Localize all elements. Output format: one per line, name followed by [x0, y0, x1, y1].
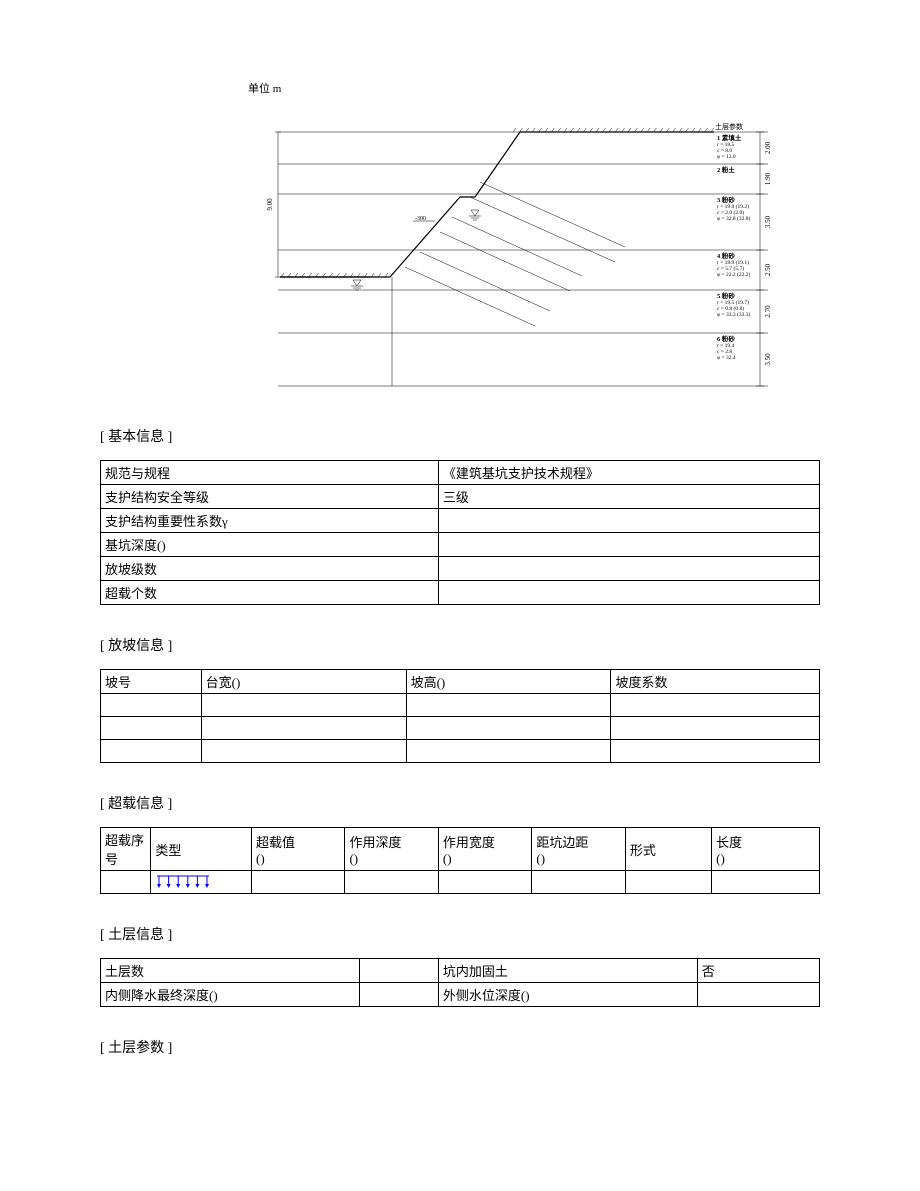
table-cell [201, 694, 406, 717]
svg-text:1 素填土: 1 素填土 [717, 133, 742, 142]
table-cell [532, 871, 625, 894]
soil-info-table: 土层数 坑内加固土否内侧降水最终深度() 外侧水位深度() [100, 958, 820, 1007]
table-cell: 超载个数 [101, 581, 439, 605]
svg-text:2.70: 2.70 [764, 305, 772, 318]
distributed-load-icon [155, 874, 211, 890]
section-overload-title: [ 超载信息 ] [100, 793, 820, 813]
svg-text:3.50: 3.50 [764, 353, 772, 366]
table-header: 台宽() [201, 670, 406, 694]
table-cell [359, 959, 438, 983]
svg-text:4 粉砂: 4 粉砂 [717, 251, 735, 260]
table-cell: 三级 [438, 485, 819, 509]
table-header: 坡号 [101, 670, 202, 694]
table-header: 作用宽度 () [438, 828, 531, 871]
svg-text:1.90: 1.90 [764, 172, 772, 185]
table-cell: 放坡级数 [101, 557, 439, 581]
slope-info-table: 坡号台宽()坡高()坡度系数 [100, 669, 820, 763]
svg-text:2 粉土: 2 粉土 [717, 165, 735, 174]
section-drawing: -3009.00土层参数2.001 素填土r = 18.5c = 8.0φ = … [220, 102, 780, 392]
table-cell: 支护结构重要性系数γ [101, 509, 439, 533]
table-header: 坡度系数 [611, 670, 820, 694]
table-cell: 《建筑基坑支护技术规程》 [438, 461, 819, 485]
table-cell [438, 509, 819, 533]
svg-text:r = 19.0 (19.2): r = 19.0 (19.2) [717, 203, 749, 210]
svg-text:3.50: 3.50 [764, 215, 772, 228]
table-cell [101, 740, 202, 763]
table-cell [438, 557, 819, 581]
table-cell [438, 581, 819, 605]
section-soil-info-title: [ 土层信息 ] [100, 924, 820, 944]
overload-info-table: 超载序号类型超载值 ()作用深度 ()作用宽度 ()距坑边距 ()形式长度 () [100, 827, 820, 894]
table-cell: 坑内加固土 [438, 959, 697, 983]
svg-text:3 粉砂: 3 粉砂 [717, 195, 735, 204]
excavation-diagram: 单位 m -3009.00土层参数2.001 素填土r = 18.5c = 8.… [220, 80, 780, 396]
table-cell [345, 871, 438, 894]
svg-text:r = 18.9 (19.1): r = 18.9 (19.1) [717, 259, 749, 266]
svg-text:6 粉砂: 6 粉砂 [717, 334, 735, 343]
table-cell [406, 694, 611, 717]
table-header: 类型 [151, 828, 252, 871]
table-cell: 基坑深度() [101, 533, 439, 557]
svg-text:c = 5.7 (5.7): c = 5.7 (5.7) [717, 265, 744, 272]
svg-text:φ = 33.3 (33.3): φ = 33.3 (33.3) [717, 311, 750, 318]
svg-text:c = 0.8 (0.8): c = 0.8 (0.8) [717, 305, 744, 312]
table-cell: 规范与规程 [101, 461, 439, 485]
table-cell [201, 740, 406, 763]
table-cell [101, 871, 151, 894]
unit-label: 单位 m [248, 80, 780, 96]
table-header: 长度 () [712, 828, 820, 871]
table-cell [359, 983, 438, 1007]
svg-text:5 粉砂: 5 粉砂 [717, 291, 735, 300]
svg-text:φ = 32.4: φ = 32.4 [717, 355, 736, 361]
table-cell [611, 740, 820, 763]
table-header: 距坑边距 () [532, 828, 625, 871]
svg-text:φ = 22.2 (22.2): φ = 22.2 (22.2) [717, 271, 750, 278]
table-header: 形式 [625, 828, 711, 871]
table-cell [101, 717, 202, 740]
table-cell: 否 [697, 959, 819, 983]
table-cell [101, 694, 202, 717]
table-cell: 支护结构安全等级 [101, 485, 439, 509]
table-header: 超载值 () [251, 828, 344, 871]
table-cell [611, 694, 820, 717]
table-cell [201, 717, 406, 740]
svg-text:r = 19.5 (19.7): r = 19.5 (19.7) [717, 299, 749, 306]
table-cell [251, 871, 344, 894]
svg-text:9.00: 9.00 [266, 198, 274, 211]
table-cell [611, 717, 820, 740]
svg-text:2.50: 2.50 [764, 263, 772, 276]
table-cell [151, 871, 252, 894]
table-cell: 土层数 [101, 959, 360, 983]
table-header: 作用深度 () [345, 828, 438, 871]
svg-text:φ = 13.0: φ = 13.0 [717, 154, 736, 160]
section-slope-title: [ 放坡信息 ] [100, 635, 820, 655]
svg-text:c = 2.0 (2.0): c = 2.0 (2.0) [717, 209, 744, 216]
table-cell [406, 717, 611, 740]
table-cell: 外侧水位深度() [438, 983, 697, 1007]
table-cell [438, 533, 819, 557]
table-cell [697, 983, 819, 1007]
table-cell [625, 871, 711, 894]
svg-text:2.00: 2.00 [764, 141, 772, 154]
table-cell [712, 871, 820, 894]
table-cell [406, 740, 611, 763]
svg-text:土层参数: 土层参数 [715, 122, 743, 131]
basic-info-table: 规范与规程《建筑基坑支护技术规程》支护结构安全等级三级支护结构重要性系数γ基坑深… [100, 460, 820, 605]
section-soil-param-title: [ 土层参数 ] [100, 1037, 820, 1057]
table-cell: 内侧降水最终深度() [101, 983, 360, 1007]
section-basic-title: [ 基本信息 ] [100, 426, 820, 446]
svg-text:φ = 32.8 (32.8): φ = 32.8 (32.8) [717, 215, 750, 222]
table-header: 坡高() [406, 670, 611, 694]
table-cell [438, 871, 531, 894]
table-header: 超载序号 [101, 828, 151, 871]
